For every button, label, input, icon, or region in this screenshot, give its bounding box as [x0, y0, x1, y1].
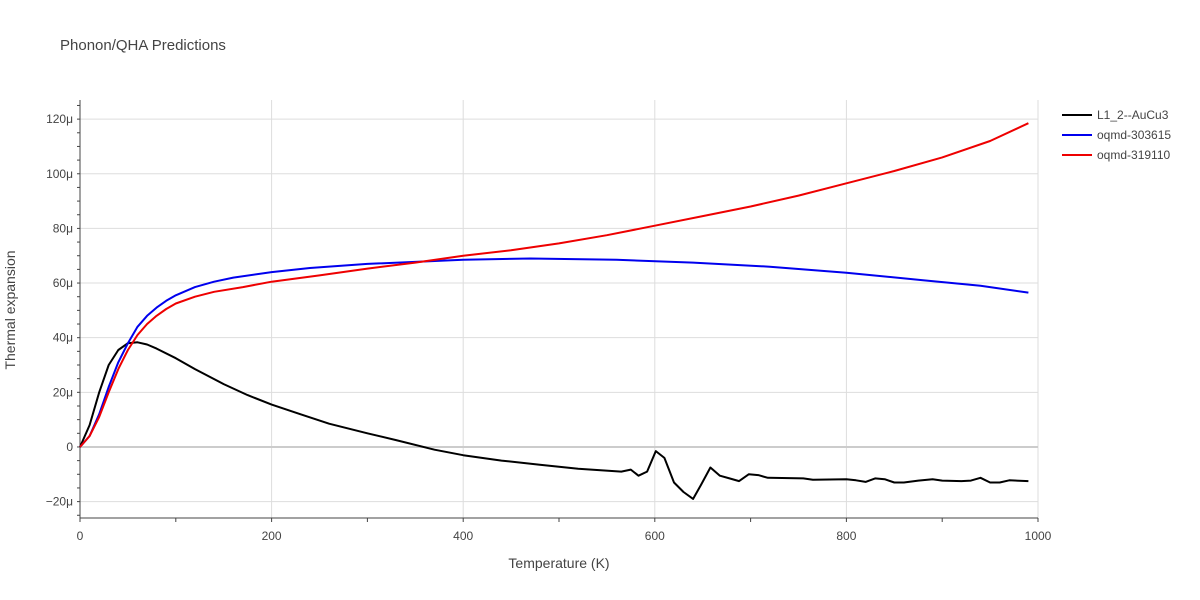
y-tick-label: 0 [66, 440, 73, 454]
x-tick-label: 400 [453, 529, 473, 543]
legend-item-2[interactable]: oqmd-303615 [1062, 128, 1171, 142]
x-tick-label: 600 [645, 529, 665, 543]
y-axis-title: Thermal expansion [2, 250, 18, 369]
x-tick-label: 1000 [1025, 529, 1052, 543]
y-tick-labels: −20μ 0 20μ 40μ 60μ 80μ 100μ 120μ [46, 112, 74, 508]
y-tick-label: −20μ [46, 495, 73, 509]
x-axis-title: Temperature (K) [508, 555, 609, 571]
legend[interactable]: L1_2--AuCu3 oqmd-303615 oqmd-319110 [1062, 108, 1171, 162]
legend-label: oqmd-319110 [1097, 148, 1170, 162]
y-tick-label: 100μ [46, 167, 73, 181]
series-line-1 [79, 341, 1029, 500]
y-tick-label: 80μ [53, 221, 73, 235]
y-minor-ticks [77, 104, 1039, 522]
x-tick-label: 0 [77, 529, 84, 543]
y-tick-label: 120μ [46, 112, 73, 126]
y-tick-label: 20μ [53, 385, 73, 399]
x-tick-label: 800 [836, 529, 856, 543]
y-tick-label: 60μ [53, 276, 73, 290]
chart-title: Phonon/QHA Predictions [60, 37, 226, 54]
series-line-2 [79, 257, 1029, 448]
grid [80, 100, 1039, 518]
series-line-3 [79, 122, 1029, 448]
x-tick-labels: 0 200 400 600 800 1000 [77, 529, 1052, 543]
legend-item-1[interactable]: L1_2--AuCu3 [1062, 108, 1169, 122]
legend-label: oqmd-303615 [1097, 128, 1171, 142]
y-tick-label: 40μ [53, 331, 73, 345]
legend-item-3[interactable]: oqmd-319110 [1062, 148, 1170, 162]
series-group [79, 122, 1029, 500]
legend-label: L1_2--AuCu3 [1097, 108, 1169, 122]
x-tick-label: 200 [262, 529, 282, 543]
